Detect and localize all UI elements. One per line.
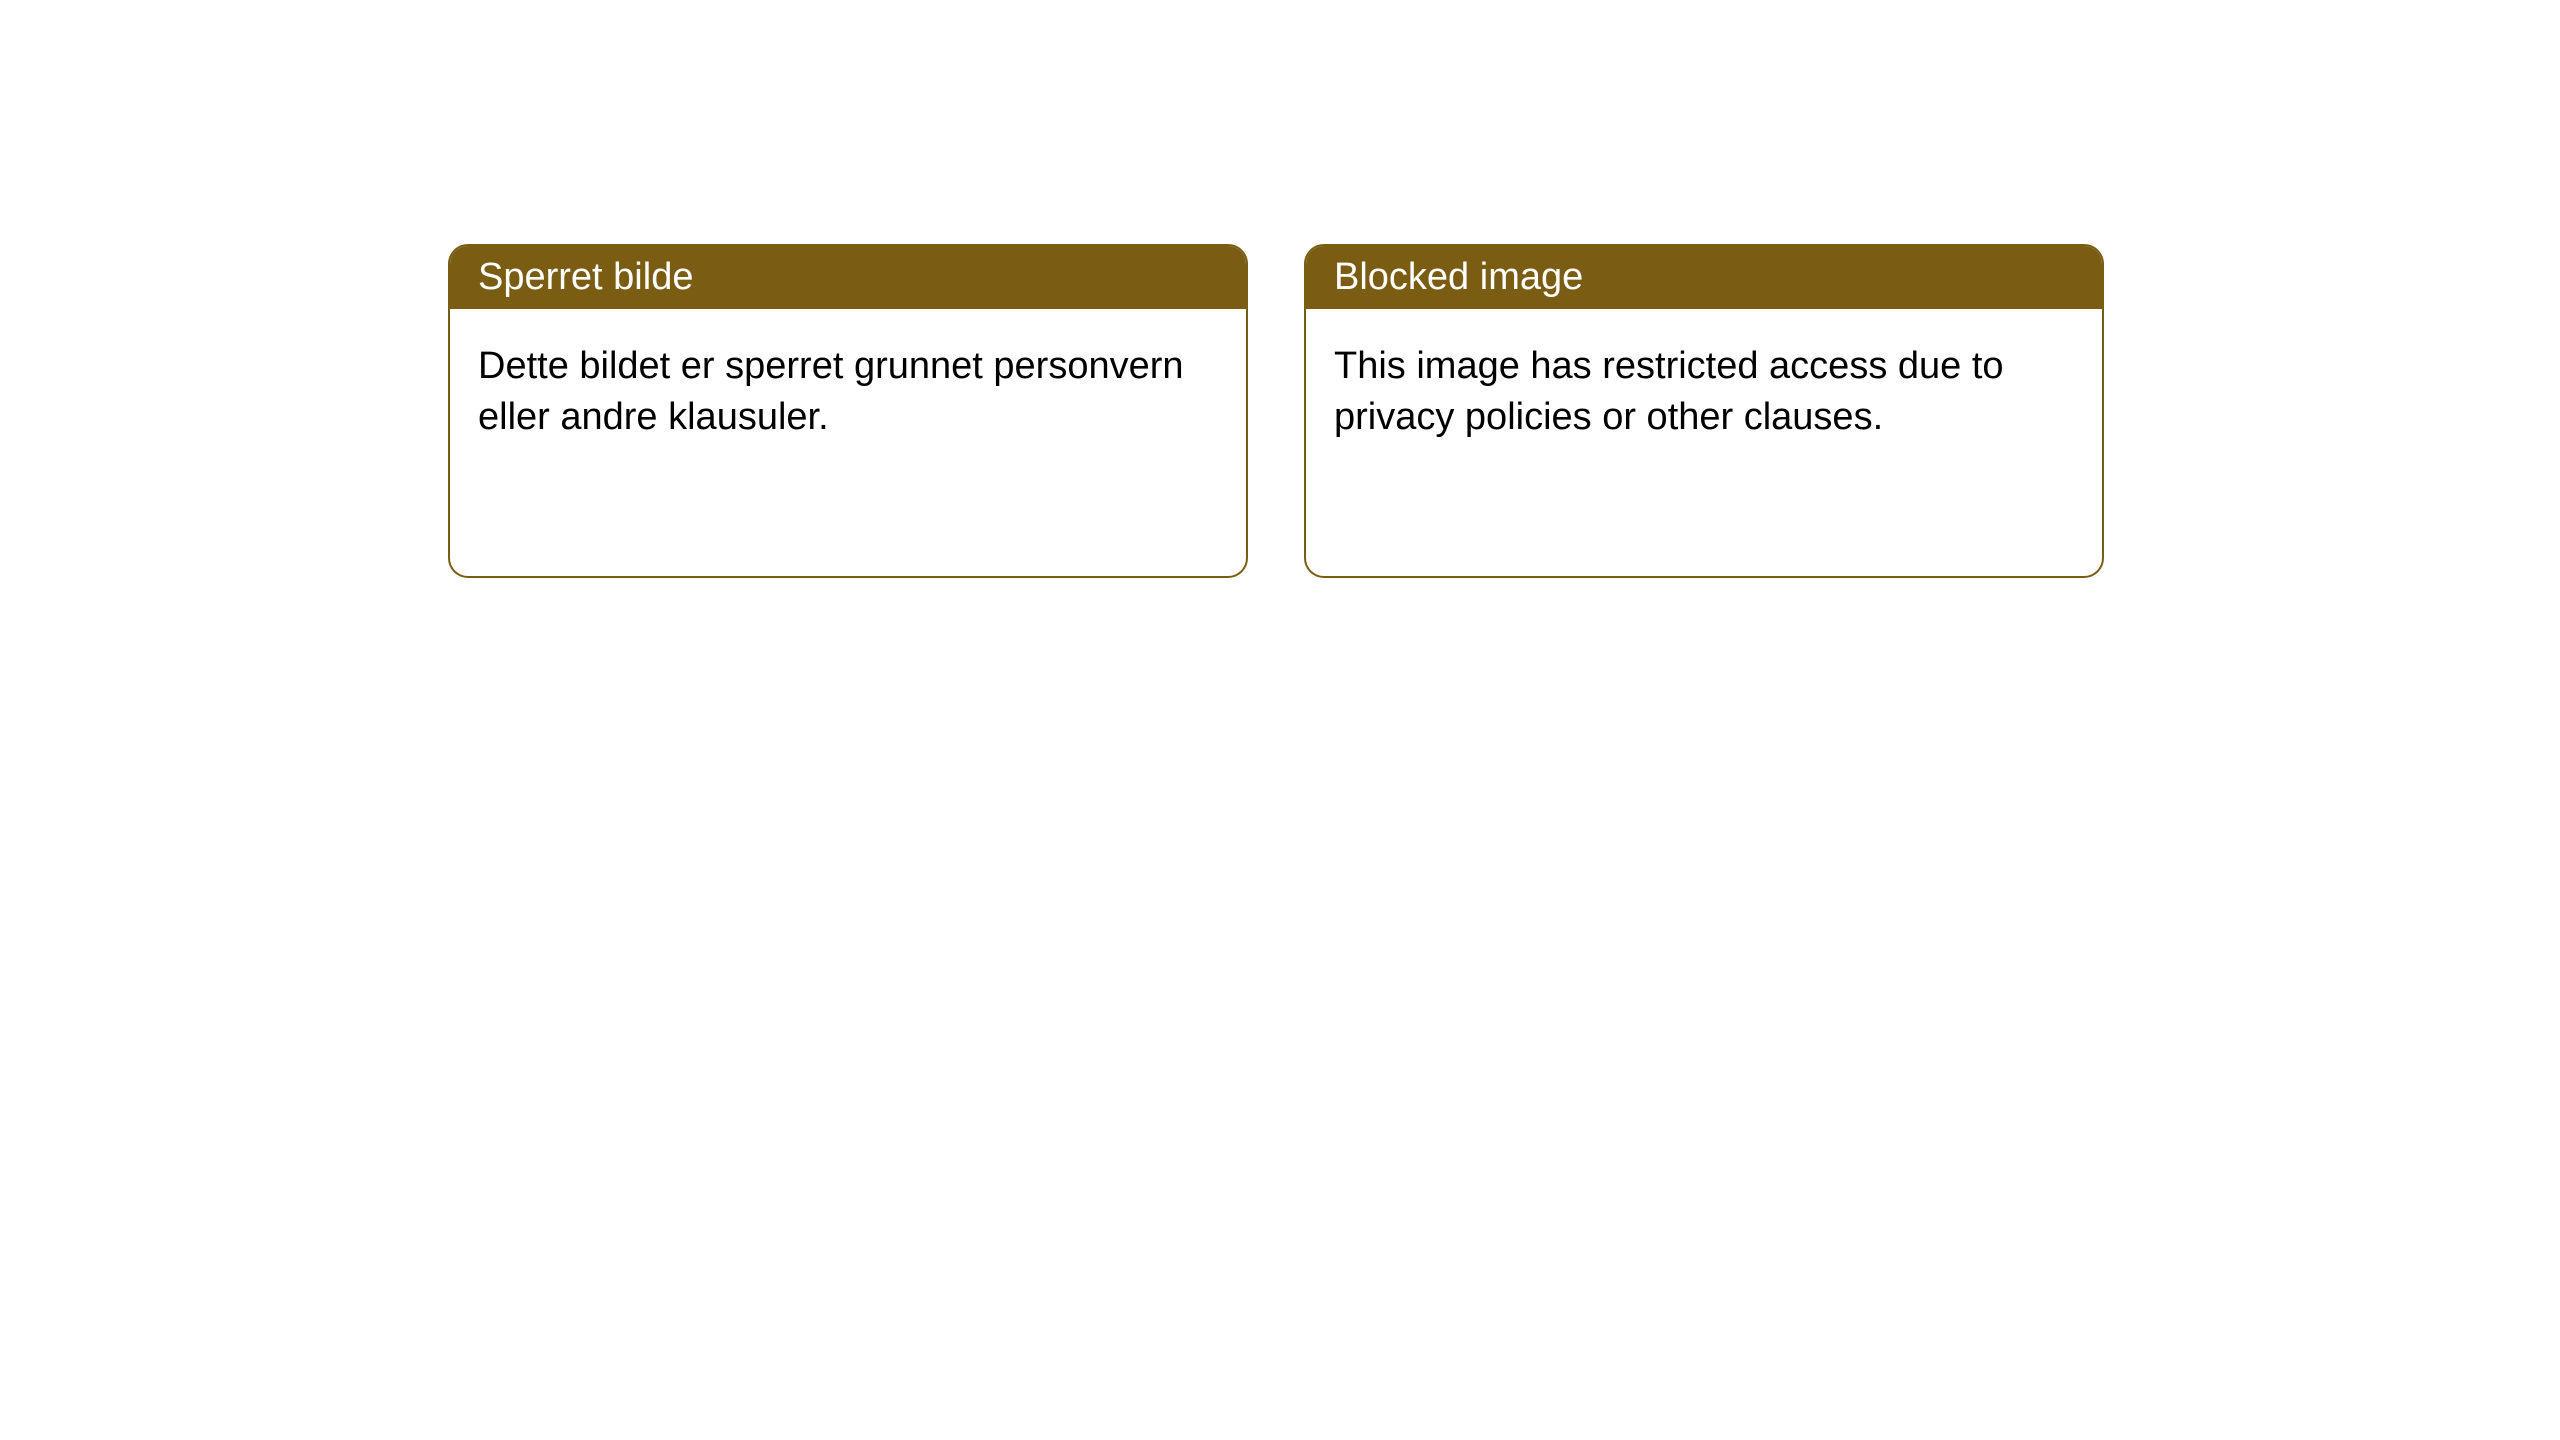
notice-header-english: Blocked image bbox=[1306, 246, 2102, 309]
notice-container: Sperret bilde Dette bildet er sperret gr… bbox=[0, 0, 2560, 578]
notice-body-norwegian: Dette bildet er sperret grunnet personve… bbox=[450, 309, 1246, 476]
notice-body-english: This image has restricted access due to … bbox=[1306, 309, 2102, 476]
notice-card-norwegian: Sperret bilde Dette bildet er sperret gr… bbox=[448, 244, 1248, 578]
notice-card-english: Blocked image This image has restricted … bbox=[1304, 244, 2104, 578]
notice-header-norwegian: Sperret bilde bbox=[450, 246, 1246, 309]
